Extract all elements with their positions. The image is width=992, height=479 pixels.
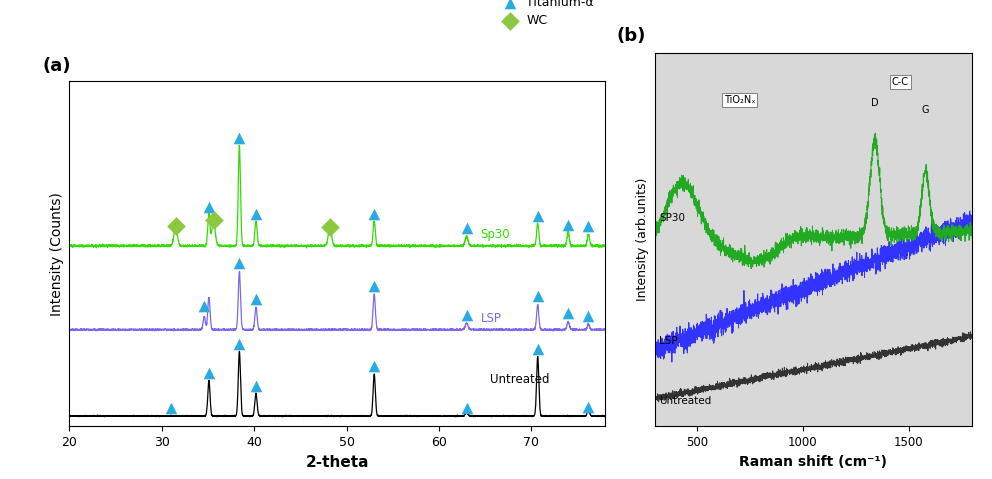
Point bbox=[248, 382, 264, 389]
Legend: Titanium-α, WC: Titanium-α, WC bbox=[492, 0, 599, 32]
Point bbox=[580, 312, 596, 320]
Text: SP30: SP30 bbox=[659, 213, 684, 223]
Point bbox=[201, 370, 217, 377]
Point bbox=[458, 312, 474, 319]
Point bbox=[168, 222, 184, 229]
Text: C-C: C-C bbox=[892, 77, 909, 87]
Text: (b): (b) bbox=[617, 27, 646, 45]
Y-axis label: Intensity (Counts): Intensity (Counts) bbox=[50, 192, 63, 316]
X-axis label: Raman shift (cm⁻¹): Raman shift (cm⁻¹) bbox=[739, 455, 888, 468]
Text: Sp30: Sp30 bbox=[480, 228, 510, 241]
Point bbox=[201, 203, 217, 211]
Point bbox=[366, 283, 382, 290]
Text: LSP: LSP bbox=[480, 312, 501, 325]
X-axis label: 2-theta: 2-theta bbox=[306, 455, 369, 469]
Point bbox=[163, 404, 179, 411]
Point bbox=[248, 296, 264, 303]
Point bbox=[231, 260, 247, 267]
Point bbox=[530, 345, 546, 353]
Point bbox=[366, 210, 382, 217]
Point bbox=[580, 223, 596, 230]
Point bbox=[322, 223, 338, 231]
Point bbox=[560, 221, 576, 228]
Y-axis label: Intensity (arb.units): Intensity (arb.units) bbox=[636, 178, 649, 301]
Point bbox=[205, 216, 221, 224]
Point bbox=[231, 340, 247, 348]
Text: TiO₂Nₓ: TiO₂Nₓ bbox=[723, 94, 755, 104]
Point bbox=[196, 302, 212, 309]
Point bbox=[458, 404, 474, 411]
Point bbox=[248, 210, 264, 217]
Point bbox=[530, 212, 546, 219]
Point bbox=[458, 225, 474, 232]
Text: D: D bbox=[871, 98, 879, 108]
Text: LSP: LSP bbox=[659, 336, 678, 346]
Point bbox=[366, 363, 382, 370]
Point bbox=[580, 403, 596, 411]
Point bbox=[560, 309, 576, 317]
Point bbox=[231, 134, 247, 142]
Text: Untreated: Untreated bbox=[490, 373, 550, 386]
Text: (a): (a) bbox=[43, 57, 71, 75]
Point bbox=[530, 292, 546, 300]
Text: Untreated: Untreated bbox=[659, 396, 711, 406]
Text: G: G bbox=[922, 105, 930, 115]
